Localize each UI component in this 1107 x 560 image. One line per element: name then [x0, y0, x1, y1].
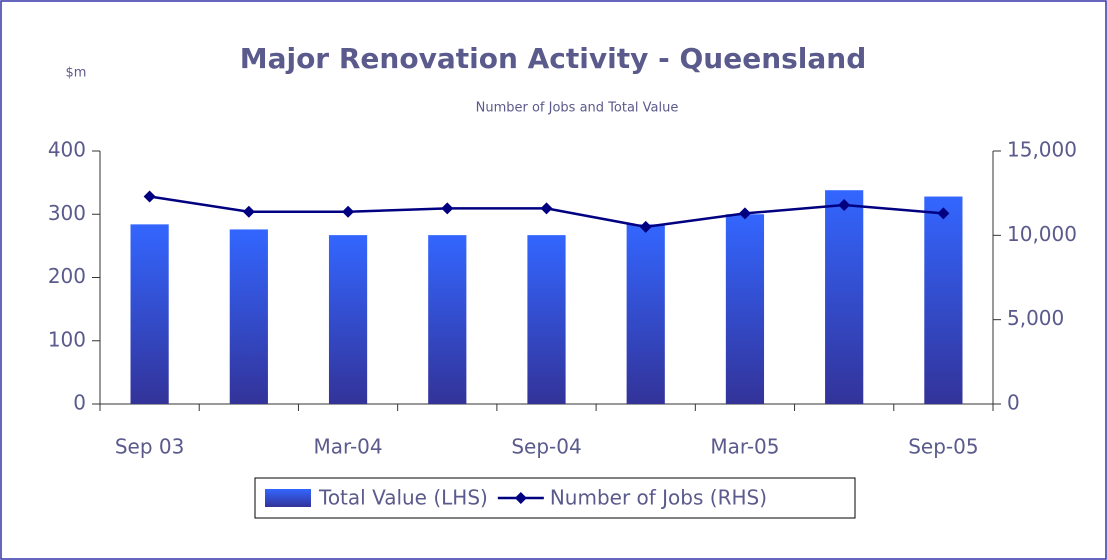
y2-tick-label: 0 — [1007, 391, 1020, 415]
line-marker — [342, 205, 355, 218]
y-tick-label: 200 — [48, 264, 86, 288]
line-marker — [937, 207, 950, 220]
y2-tick-label: 10,000 — [1007, 222, 1077, 246]
line-marker — [242, 205, 255, 218]
x-tick-label: Mar-05 — [710, 435, 779, 459]
x-tick-label: Sep-04 — [511, 435, 581, 459]
x-tick-label: Sep-05 — [908, 435, 978, 459]
legend-label: Number of Jobs (RHS) — [550, 486, 767, 510]
line-marker — [639, 220, 652, 233]
y-axis-label: $m — [66, 66, 87, 81]
y2-tick-label: 5,000 — [1007, 306, 1064, 330]
line-marker — [441, 202, 454, 215]
y-tick-label: 400 — [48, 138, 86, 162]
x-tick-label: Mar-04 — [313, 435, 382, 459]
bar — [428, 235, 467, 404]
bar — [626, 224, 665, 404]
chart-title: Major Renovation Activity - Queensland — [240, 42, 867, 75]
bar — [130, 224, 169, 404]
y-tick-label: 300 — [48, 201, 86, 225]
line-marker — [540, 202, 553, 215]
bar — [328, 235, 368, 404]
line-marker — [838, 198, 851, 211]
line-marker — [143, 190, 156, 203]
bar — [825, 190, 864, 404]
y2-tick-label: 15,000 — [1007, 138, 1077, 162]
bar — [725, 214, 765, 404]
line-marker — [738, 207, 751, 220]
y-tick-label: 100 — [48, 327, 86, 351]
legend-marker — [514, 492, 527, 504]
bar — [229, 229, 268, 404]
legend-label: Total Value (LHS) — [318, 486, 488, 510]
bar — [527, 235, 566, 404]
y-tick-label: 0 — [73, 391, 86, 415]
x-tick-label: Sep 03 — [115, 435, 185, 459]
chart-subtitle: Number of Jobs and Total Value — [476, 101, 679, 116]
bar — [924, 196, 963, 404]
legend — [254, 477, 856, 519]
legend-swatch — [265, 489, 311, 507]
